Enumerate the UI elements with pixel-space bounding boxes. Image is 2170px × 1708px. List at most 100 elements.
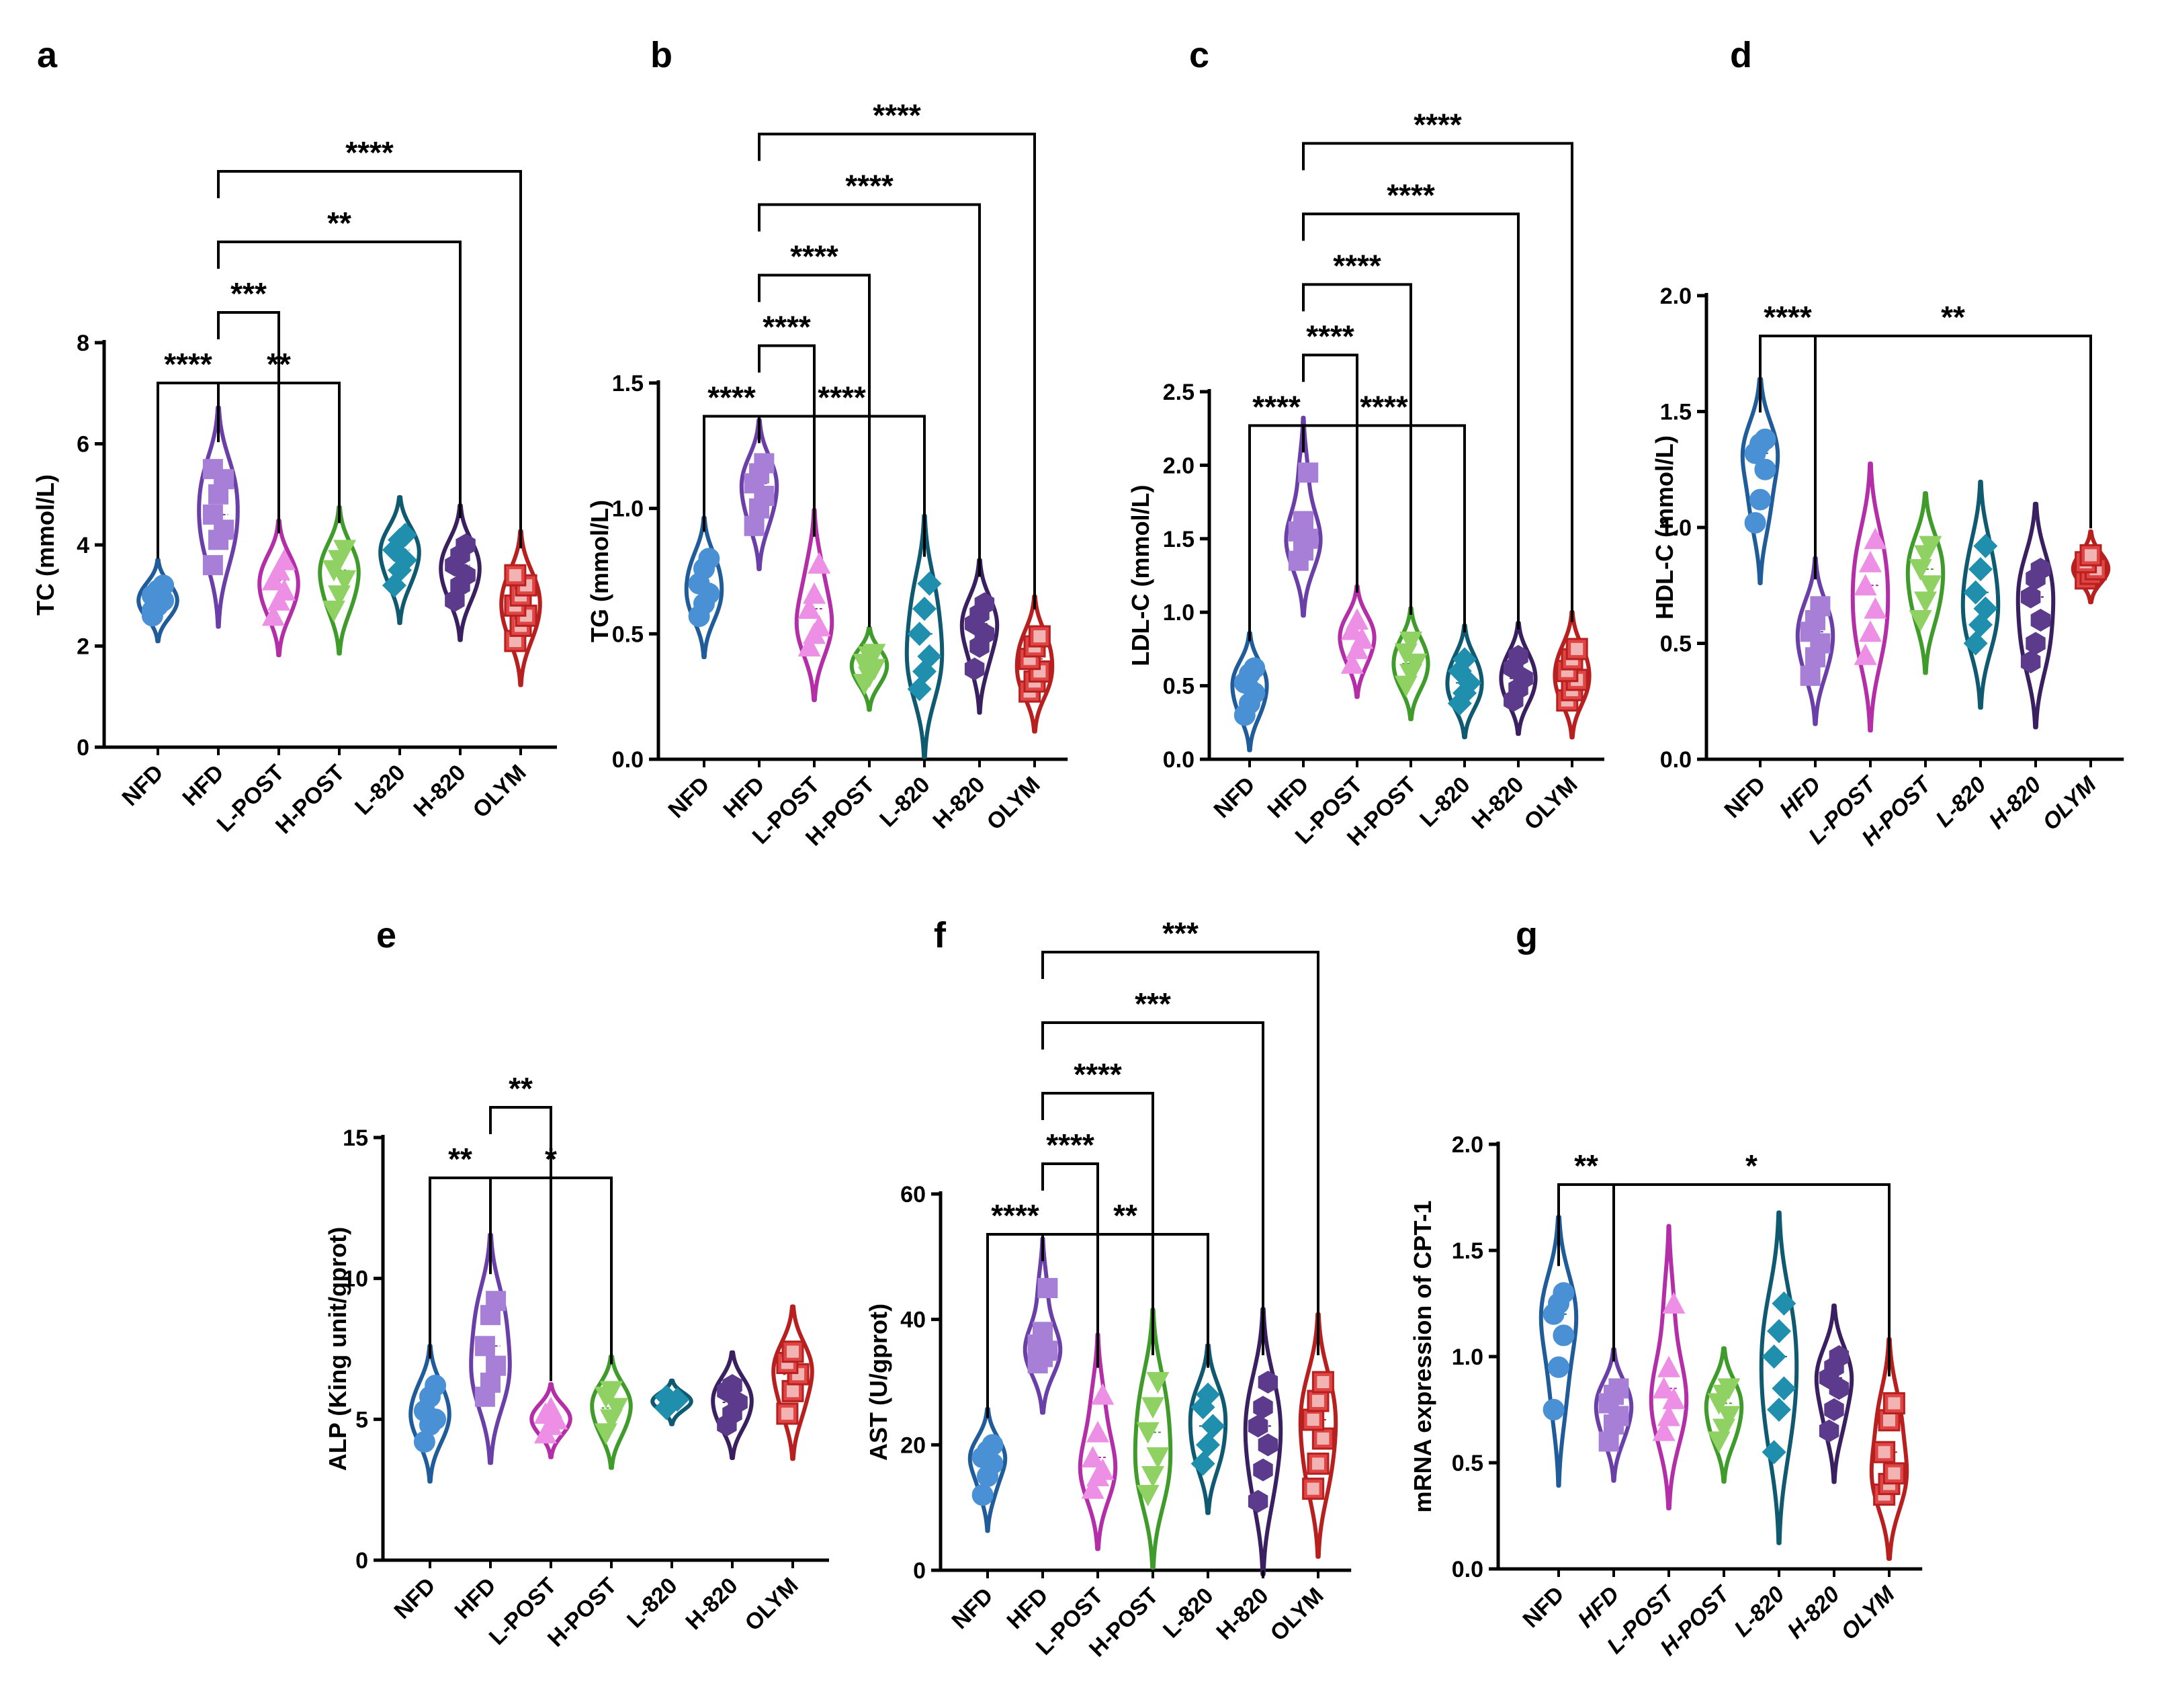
significance-label: **** [1306, 318, 1354, 353]
significance-label: * [1745, 1148, 1757, 1183]
point-L-820 [917, 571, 942, 596]
significance-bracket [1302, 142, 1573, 622]
point-L-POST [1652, 1419, 1676, 1441]
panel-g: g 0.0 0.5 1.0 1.5 2.0 mRNA expression of CPT-1… [1409, 915, 1923, 1660]
point-H-820 [1248, 1490, 1268, 1513]
point-L-820 [1762, 1440, 1786, 1465]
significance-bracket [758, 344, 816, 537]
y-axis-label: TC (mmol/L) [32, 474, 59, 615]
x-tick-label: HFD [718, 772, 769, 823]
significance-label: **** [1074, 1057, 1122, 1092]
point-HFD [202, 504, 223, 525]
point-HFD [1037, 1278, 1058, 1298]
point-L-POST [261, 604, 285, 626]
point-H-POST [1146, 1372, 1170, 1394]
x-tick-label: NFD [1719, 772, 1770, 823]
significance-bracket [217, 170, 522, 549]
significance-bracket [1302, 283, 1412, 615]
point-H-POST [333, 570, 357, 592]
y-tick-label: 6 [77, 432, 89, 458]
point-NFD [698, 548, 720, 570]
point-NFD [425, 1375, 447, 1397]
point-OLYM-inner [509, 569, 521, 582]
significance-bracket [758, 415, 926, 557]
point-L-POST [1081, 1477, 1104, 1499]
point-L-820 [1973, 596, 1998, 621]
y-tick-label: 2.5 [1163, 380, 1195, 405]
y-tick-label: 0.5 [1660, 632, 1692, 657]
point-H-POST [1909, 610, 1932, 632]
point-H-POST [1919, 536, 1942, 558]
y-tick-label: 15 [343, 1125, 368, 1151]
significance-label: **** [345, 135, 394, 170]
panel-label: e [376, 915, 396, 955]
x-tick-label: H-820 [928, 772, 990, 834]
y-tick-label: 1.5 [1660, 400, 1692, 425]
significance-bracket [1814, 335, 2092, 529]
point-H-820 [1508, 644, 1528, 668]
x-tick-label: NFD [117, 760, 168, 811]
point-L-POST [1340, 652, 1364, 674]
y-axis-label: mRNA expression of CPT-1 [1409, 1201, 1436, 1513]
point-H-820 [2020, 585, 2041, 609]
y-tick-label: 0.5 [1163, 674, 1195, 699]
y-tick-label: 1.5 [1163, 527, 1195, 552]
y-tick-label: 0 [913, 1558, 926, 1584]
point-OLYM-inner [1307, 1414, 1319, 1426]
point-L-820 [1772, 1291, 1796, 1316]
point-H-820 [1829, 1345, 1850, 1368]
point-NFD [982, 1434, 1004, 1456]
y-tick-label: 0.0 [1660, 747, 1692, 773]
point-NFD [1754, 428, 1776, 450]
significance-label: **** [790, 239, 838, 273]
point-L-POST [1652, 1377, 1676, 1399]
y-tick-label: 2 [77, 634, 89, 660]
significance-bracket [758, 273, 871, 628]
y-tick-label: 1.5 [1452, 1238, 1483, 1264]
significance-label: **** [1414, 107, 1462, 142]
significance-bracket [157, 382, 220, 559]
significance-bracket [1302, 353, 1358, 593]
point-L-820 [1190, 1451, 1215, 1476]
y-tick-label: 0 [77, 735, 89, 761]
point-OLYM-inner [509, 634, 521, 647]
x-tick-label: HFD [449, 1573, 501, 1624]
point-OLYM-inner [1312, 1457, 1324, 1470]
point-HFD [1298, 462, 1319, 483]
significance-label: ** [509, 1071, 533, 1106]
point-OLYM-inner [2085, 549, 2097, 562]
point-L-POST [545, 1408, 568, 1430]
point-L-POST [1854, 643, 1877, 665]
point-H-POST [1717, 1406, 1741, 1428]
y-tick-label: 8 [77, 331, 89, 356]
y-axis-label: AST (U/gprot) [865, 1304, 892, 1461]
point-OLYM-inner [1888, 1397, 1901, 1410]
significance-bracket [1612, 1183, 1891, 1377]
point-NFD [1244, 657, 1266, 679]
point-L-POST [808, 615, 831, 637]
y-tick-label: 2.0 [1660, 284, 1692, 309]
x-tick-label: H-820 [1211, 1583, 1273, 1645]
point-OLYM [1311, 1371, 1334, 1394]
significance-label: **** [1387, 177, 1435, 212]
y-axis-label: HDL-C (mmol/L) [1651, 435, 1678, 620]
point-H-820 [2020, 650, 2041, 674]
point-HFD [480, 1372, 501, 1393]
significance-bracket [489, 1106, 552, 1381]
point-H-POST [1404, 653, 1428, 675]
y-tick-label: 10 [343, 1267, 368, 1292]
point-L-820 [1968, 557, 1993, 582]
x-tick-label: H-820 [681, 1573, 742, 1635]
significance-bracket [1759, 335, 1817, 580]
point-L-POST [1859, 620, 1882, 642]
point-OLYM-inner [1307, 1482, 1319, 1495]
significance-label: **** [818, 380, 866, 415]
point-H-820 [964, 657, 985, 681]
point-H-POST [1717, 1378, 1741, 1400]
significance-label: **** [1333, 248, 1381, 283]
point-OLYM-inner [1033, 630, 1046, 643]
point-OLYM-inner [1317, 1376, 1330, 1388]
